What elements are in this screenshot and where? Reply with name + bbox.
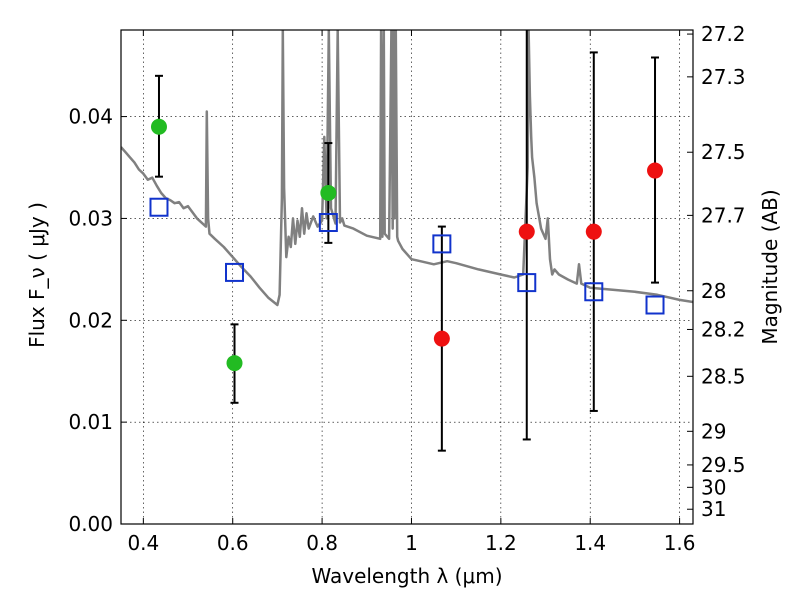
x-tick-label: 1.2 — [485, 531, 517, 555]
y-tick-label: 0.04 — [68, 105, 113, 129]
right-tick-label: 30 — [701, 475, 726, 499]
right-tick-label: 29 — [701, 419, 726, 443]
model-point-square — [432, 234, 452, 254]
model-point-square — [517, 273, 537, 293]
right-tick-label: 29.5 — [701, 453, 746, 477]
right-tick-label: 27.5 — [701, 140, 746, 164]
x-tick-label: 0.4 — [127, 531, 159, 555]
model-point-square — [645, 295, 665, 315]
y-tick-label: 0.01 — [68, 410, 113, 434]
grid-lines — [121, 30, 693, 525]
data-point-circle — [226, 355, 243, 372]
plot-frame — [120, 29, 694, 525]
model-spectrum-line — [121, 30, 693, 307]
y-axis-label: Flux F_ν ( μJy ) — [25, 202, 49, 348]
right-tick-label: 27.2 — [701, 22, 746, 46]
right-tick-label: 31 — [701, 497, 726, 521]
model-spectrum-layer — [121, 30, 693, 307]
error-bars-layer — [154, 30, 660, 452]
x-tick-label: 0.6 — [217, 531, 249, 555]
model-point-square — [225, 262, 245, 282]
right-tick-label: 28.5 — [701, 364, 746, 388]
y-tick-label: 0.00 — [68, 512, 113, 536]
right-tick-label: 27.7 — [701, 203, 746, 227]
right-tick-label: 28.2 — [701, 317, 746, 341]
data-point-circle — [433, 330, 450, 347]
x-tick-label: 1.6 — [664, 531, 696, 555]
data-point-circle — [647, 162, 664, 179]
x-tick-label: 0.8 — [306, 531, 338, 555]
right-tick-label: 27.3 — [701, 65, 746, 89]
data-point-circle — [585, 223, 602, 240]
ticks-layer: 0.4 0.6 0.8 1 1.2 1.4 1.6 0.00 0.01 0.02 0.03 0.04 2… — [68, 22, 745, 555]
y-tick-label: 0.02 — [68, 308, 113, 332]
data-point-circle — [518, 223, 535, 240]
model-point-square — [149, 197, 169, 217]
x-tick-label: 1 — [405, 531, 418, 555]
model-point-square — [584, 282, 604, 302]
x-axis-label: Wavelength λ (μm) — [311, 564, 502, 588]
right-axis-label: Magnitude (AB) — [758, 189, 782, 344]
markers-layer — [149, 118, 665, 372]
data-point-circle — [320, 184, 337, 201]
right-tick-label: 28 — [701, 279, 726, 303]
data-point-circle — [150, 118, 167, 135]
x-tick-label: 1.4 — [574, 531, 606, 555]
y-tick-label: 0.03 — [68, 206, 113, 230]
model-point-square — [318, 213, 338, 233]
